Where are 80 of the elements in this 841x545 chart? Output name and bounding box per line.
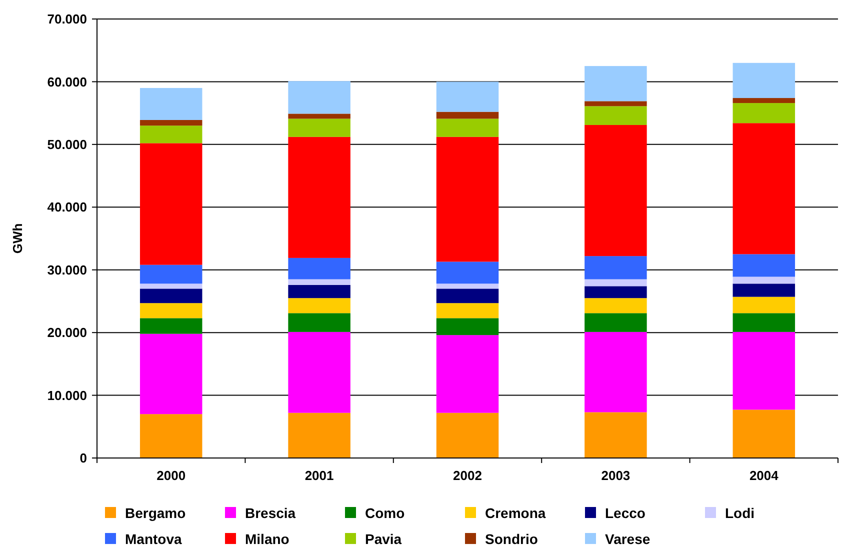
legend-label: Cremona xyxy=(485,504,546,521)
bar xyxy=(584,332,647,412)
x-tick-label: 2000 xyxy=(156,468,186,483)
bar xyxy=(140,88,202,120)
bar xyxy=(584,286,647,298)
bar xyxy=(584,279,647,286)
bar xyxy=(288,412,350,458)
legend-label: Pavia xyxy=(365,530,402,545)
y-tick-label: 30.000 xyxy=(47,262,87,278)
bar xyxy=(732,276,796,284)
bar xyxy=(436,262,499,284)
bar xyxy=(584,66,647,102)
bar xyxy=(288,332,350,413)
bar xyxy=(288,313,350,332)
legend-label: Milano xyxy=(245,530,290,545)
bar xyxy=(288,258,350,280)
legend-label: Lodi xyxy=(725,504,755,521)
y-tick-label: 70.000 xyxy=(47,12,87,27)
y-tick-label: 50.000 xyxy=(47,136,87,152)
bar xyxy=(140,318,202,334)
bar xyxy=(436,288,499,304)
bar xyxy=(288,118,350,137)
y-tick-label: 60.000 xyxy=(47,74,87,90)
bar xyxy=(140,303,202,318)
y-tick-label: 40.000 xyxy=(47,200,87,215)
bar xyxy=(288,279,350,285)
bar xyxy=(584,106,647,125)
bar xyxy=(584,412,647,458)
legend-label: Como xyxy=(365,504,405,521)
bar xyxy=(584,298,647,314)
x-tick-label: 2003 xyxy=(601,468,630,483)
legend-label: Brescia xyxy=(245,504,296,521)
bar xyxy=(732,98,796,104)
bar xyxy=(140,126,202,144)
bar xyxy=(732,103,796,124)
bar xyxy=(436,118,499,137)
bar xyxy=(288,81,350,114)
bar xyxy=(140,288,202,304)
bar xyxy=(732,62,796,98)
legend-label: Lecco xyxy=(605,504,646,521)
bar xyxy=(584,313,647,332)
bar xyxy=(732,254,796,277)
bar xyxy=(436,335,499,413)
bar xyxy=(436,318,499,336)
bar xyxy=(436,82,499,112)
legend-label: Mantova xyxy=(125,530,182,545)
bar xyxy=(584,101,647,106)
legend-label: Bergamo xyxy=(125,504,186,521)
y-tick-label: 20.000 xyxy=(47,325,87,340)
bar xyxy=(436,412,499,458)
bar xyxy=(288,114,350,119)
y-axis-title: GWh xyxy=(10,223,25,254)
bar xyxy=(140,143,202,265)
bar xyxy=(140,414,202,458)
bar xyxy=(140,264,202,284)
bar xyxy=(584,256,647,280)
x-tick-label: 2001 xyxy=(304,468,334,483)
bar xyxy=(140,334,202,414)
bar xyxy=(732,284,796,297)
bar xyxy=(732,296,796,314)
bar xyxy=(288,298,350,314)
bar xyxy=(436,284,499,289)
bar xyxy=(140,284,202,289)
bar xyxy=(584,124,647,256)
bar xyxy=(436,112,499,119)
bar xyxy=(436,136,499,262)
legend-label: Varese xyxy=(605,530,650,545)
legend-label: Sondrio xyxy=(485,530,538,545)
x-tick-label: 2004 xyxy=(749,468,780,483)
bar xyxy=(140,120,202,126)
bar xyxy=(288,284,350,298)
y-tick-label: 0 xyxy=(80,450,87,466)
y-tick-label: 10.000 xyxy=(47,388,87,403)
bar xyxy=(288,136,350,258)
x-tick-label: 2002 xyxy=(453,468,482,483)
bar xyxy=(732,332,796,410)
bar xyxy=(436,303,499,318)
bar xyxy=(732,123,796,254)
bar xyxy=(732,410,796,458)
bar xyxy=(732,313,796,332)
